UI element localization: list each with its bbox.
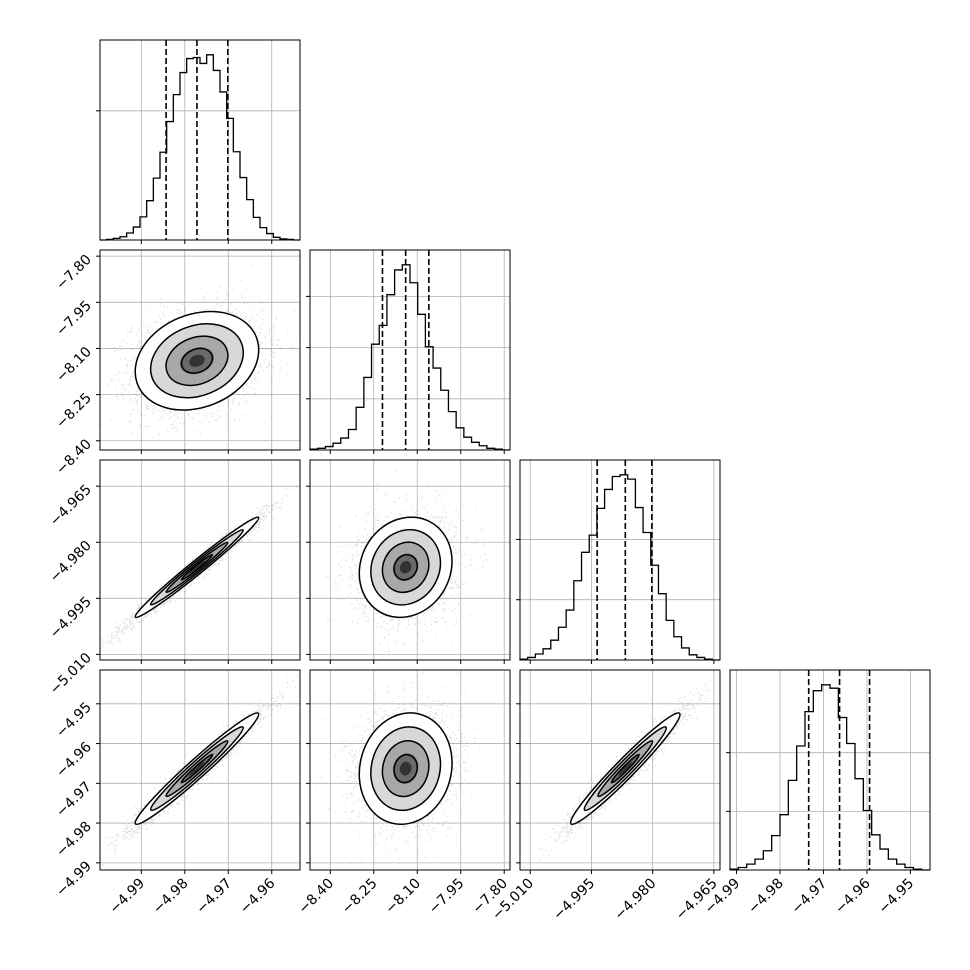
y-tick-label-3-0: −4.99 (53, 858, 95, 900)
x-tick-label-0-0: −4.99 (106, 876, 148, 918)
scatter-panel-3-1 (309, 669, 511, 871)
y-tick-label-3-2: −4.97 (53, 779, 95, 821)
contour-1 (165, 335, 229, 387)
contour-1 (381, 740, 430, 798)
contour-2 (149, 726, 245, 812)
histogram-panel-0 (96, 39, 301, 241)
scatter-content (100, 250, 300, 450)
contour-0 (180, 347, 214, 374)
y-tick-label-1-0: −8.40 (53, 436, 95, 478)
x-tick-label-1-0: −8.40 (295, 876, 337, 918)
x-tick-label-0-3: −4.96 (237, 875, 279, 917)
histogram-frame-0 (99, 39, 301, 241)
x-tick-label-1-2: −8.10 (382, 876, 424, 918)
contour-2 (583, 726, 668, 812)
scatter-panel-3-0 (99, 669, 301, 871)
y-tick-label-1-4: −7.80 (53, 252, 95, 294)
contour-2 (370, 726, 442, 812)
x-tick-label-3-2: −4.97 (789, 876, 831, 918)
histogram-panel-1 (306, 249, 511, 451)
density-fill-core (189, 761, 205, 776)
histogram-step-1 (309, 264, 510, 451)
contour-2 (370, 528, 442, 606)
histogram-step-0 (100, 54, 300, 241)
y-tick-label-1-3: −7.95 (53, 298, 95, 340)
scatter-panel-2-0 (99, 459, 301, 661)
scatter-panel-1-0 (99, 249, 301, 451)
scatter-frame-3-0 (99, 669, 301, 871)
y-tick-label-3-4: −4.95 (53, 699, 95, 741)
x-tick-label-1-1: −8.25 (339, 876, 381, 918)
density-fill-core (618, 761, 633, 776)
contour-1 (165, 541, 229, 594)
x-tick-label-0-2: −4.97 (193, 876, 235, 918)
histogram-frame-3 (729, 669, 931, 871)
scatter-panel-2-1 (309, 459, 511, 661)
density-fill-core (399, 561, 412, 574)
x-tick-label-2-2: −4.980 (612, 876, 660, 924)
contour-1 (165, 740, 229, 798)
x-tick-label-3-4: −4.95 (876, 876, 918, 918)
contour-0 (180, 554, 214, 581)
y-tick-label-2-2: −4.980 (47, 538, 95, 586)
scatter-content (100, 670, 300, 870)
density-fill-core (189, 354, 205, 367)
histogram-panel-2 (516, 459, 721, 661)
scatter-frame-3-2 (519, 669, 721, 871)
x-tick-label-2-1: −4.995 (550, 876, 598, 924)
x-tick-label-3-1: −4.98 (745, 876, 787, 918)
contour-0 (393, 753, 418, 784)
y-tick-label-2-0: −5.010 (47, 650, 95, 698)
histogram-panel-3 (726, 669, 931, 871)
contour-3 (358, 712, 453, 826)
y-tick-label-1-1: −8.25 (53, 390, 95, 432)
scatter-content (520, 670, 720, 870)
scatter-content (100, 460, 300, 660)
y-tick-label-3-1: −4.98 (53, 819, 95, 861)
contour-2 (149, 323, 245, 399)
contour-3 (358, 516, 453, 619)
histogram-step-2 (519, 474, 720, 661)
scatter-frame-3-1 (309, 669, 511, 871)
contour-0 (393, 554, 418, 581)
x-tick-label-1-3: −7.95 (426, 876, 468, 918)
contour-0 (180, 753, 214, 784)
x-tick-label-3-3: −4.96 (832, 875, 874, 917)
scatter-panel-3-2 (519, 669, 721, 871)
contour-2 (149, 528, 245, 606)
scatter-content (310, 670, 510, 870)
density-fill-core (189, 560, 205, 574)
y-tick-label-1-2: −8.10 (53, 344, 95, 386)
contour-0 (610, 753, 640, 784)
histogram-step-3 (729, 684, 930, 871)
contour-1 (381, 541, 430, 594)
y-tick-label-2-3: −4.965 (47, 482, 95, 530)
contour-3 (134, 516, 260, 619)
y-tick-label-3-3: −4.96 (53, 739, 95, 781)
scatter-frame-1-0 (99, 249, 301, 451)
histogram-frame-2 (519, 459, 721, 661)
contour-3 (134, 310, 260, 411)
scatter-frame-2-1 (309, 459, 511, 661)
scatter-frame-2-0 (99, 459, 301, 661)
x-tick-label-0-1: −4.98 (150, 876, 192, 918)
histogram-frame-1 (309, 249, 511, 451)
contour-3 (569, 712, 681, 826)
y-tick-label-2-1: −4.995 (47, 594, 95, 642)
density-fill-core (399, 761, 412, 776)
contour-3 (134, 712, 260, 826)
contour-1 (597, 740, 654, 798)
scatter-content (310, 460, 510, 660)
